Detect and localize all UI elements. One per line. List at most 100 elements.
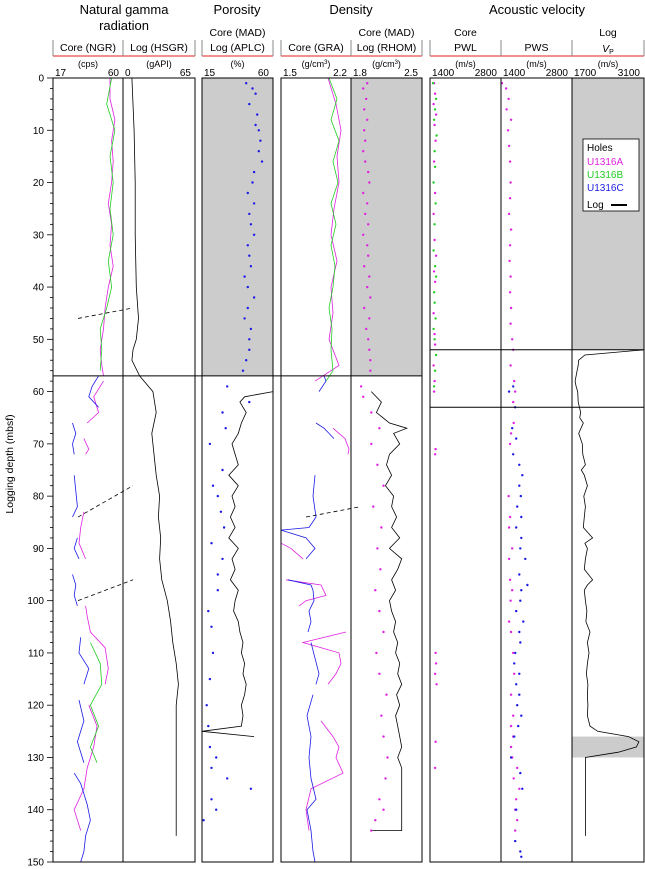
mad-porosity-point <box>216 589 219 592</box>
mad-porosity-point <box>248 212 251 216</box>
pws-point <box>509 364 512 367</box>
panel-label: Log (APLC) <box>210 42 265 54</box>
pws-point <box>507 557 511 561</box>
panel-label: Core (GRA) <box>288 42 343 54</box>
y-tick-label: 0 <box>38 74 44 85</box>
mad-porosity-point <box>246 244 249 247</box>
mad-density-point <box>369 369 372 372</box>
pwl-point <box>434 353 438 357</box>
ngr-core-line <box>85 605 109 685</box>
y-tick-label: 110 <box>28 648 44 659</box>
pwl-point <box>433 338 436 341</box>
mad-density-point <box>372 505 375 508</box>
pws-point <box>516 505 519 508</box>
mad-density-point <box>367 170 370 174</box>
mad-porosity-point <box>243 317 246 320</box>
mad-density-point <box>367 254 370 257</box>
mad-porosity-point <box>243 275 246 278</box>
mad-density-point <box>359 385 363 388</box>
pwl-point <box>434 113 438 116</box>
ngr-core-line <box>78 637 90 685</box>
pwl-point <box>433 343 437 346</box>
mad-density-point <box>362 395 365 398</box>
pws-point <box>518 787 521 790</box>
mad-porosity-point <box>257 129 260 132</box>
mad-porosity-point <box>246 306 249 310</box>
scale-min-label: 15 <box>204 68 216 79</box>
panel-frame <box>201 77 274 863</box>
pws-point <box>518 672 521 675</box>
pwl-point <box>433 301 436 304</box>
pws-point <box>507 526 511 529</box>
mad-density-point <box>374 589 377 592</box>
correlation-tie-line <box>77 579 134 602</box>
mad-porosity-point <box>254 123 257 127</box>
pws-point <box>519 641 522 644</box>
pwl-point <box>434 447 437 451</box>
scale-min-label: 1.5 <box>283 68 297 79</box>
scale-max-label: 3100 <box>618 68 641 79</box>
pwl-point <box>432 390 436 393</box>
panel-label: VP <box>602 43 614 56</box>
ngr-core-line <box>72 475 78 518</box>
mad-density-point <box>380 526 383 529</box>
scale-max-label: 2.2 <box>333 68 347 79</box>
gra-core-line <box>287 579 315 633</box>
pws-point <box>509 322 512 325</box>
y-tick-label: 90 <box>33 544 45 555</box>
mad-density-point <box>368 275 371 278</box>
group-title: radiation <box>99 18 149 33</box>
mad-porosity-point <box>248 400 251 404</box>
mad-density-point <box>364 212 367 216</box>
pws-point <box>521 787 524 790</box>
pwl-point <box>432 270 436 273</box>
pwl-point <box>432 385 436 388</box>
mad-density-point <box>368 348 371 351</box>
pws-point <box>512 421 515 425</box>
pws-point <box>508 442 512 446</box>
pws-point <box>519 599 522 602</box>
mad-porosity-point <box>248 102 251 106</box>
pws-point <box>515 798 518 801</box>
panel-frames <box>52 77 645 863</box>
panel-unit: (m/s) <box>455 59 476 69</box>
pws-point <box>508 244 512 247</box>
pws-point <box>515 683 518 686</box>
pws-point <box>516 766 519 770</box>
pws-point <box>507 97 510 101</box>
mad-porosity-point <box>259 139 262 142</box>
panel-label: Log (HSGR) <box>130 42 188 54</box>
scale-min-label: 17 <box>55 68 67 79</box>
ngr-core-line <box>78 511 86 560</box>
pwl-point <box>435 683 438 686</box>
mad-porosity-point <box>210 766 213 770</box>
pwl-point <box>433 379 436 383</box>
scale-max-label: 2.5 <box>404 68 418 79</box>
panel-super-label: Core <box>454 27 477 39</box>
mad-porosity-point <box>245 359 248 362</box>
pws-point <box>509 599 512 602</box>
gra-core-line <box>280 542 304 560</box>
mad-porosity-point <box>208 677 212 681</box>
pwl-point <box>432 212 435 216</box>
mad-density-point <box>365 327 368 331</box>
ngr-core-line <box>72 422 77 455</box>
pws-point <box>515 808 518 811</box>
mad-density-point <box>376 463 379 466</box>
pws-point <box>507 212 511 216</box>
mad-porosity-point <box>256 113 259 116</box>
pwl-point <box>434 662 438 665</box>
scale-max-label: 60 <box>108 68 120 79</box>
mad-density-point <box>364 160 367 163</box>
pwl-point <box>434 317 437 320</box>
scale-max-label: 2800 <box>475 68 498 79</box>
pws-point <box>514 839 517 843</box>
panel-unit: (%) <box>231 59 245 69</box>
mad-density-point <box>362 233 365 236</box>
pwl-point <box>433 369 437 372</box>
pws-point <box>513 672 516 675</box>
pws-point <box>505 108 508 111</box>
pwl-point <box>432 249 435 252</box>
mad-porosity-point <box>208 442 212 446</box>
ngr-core-line <box>73 537 80 560</box>
